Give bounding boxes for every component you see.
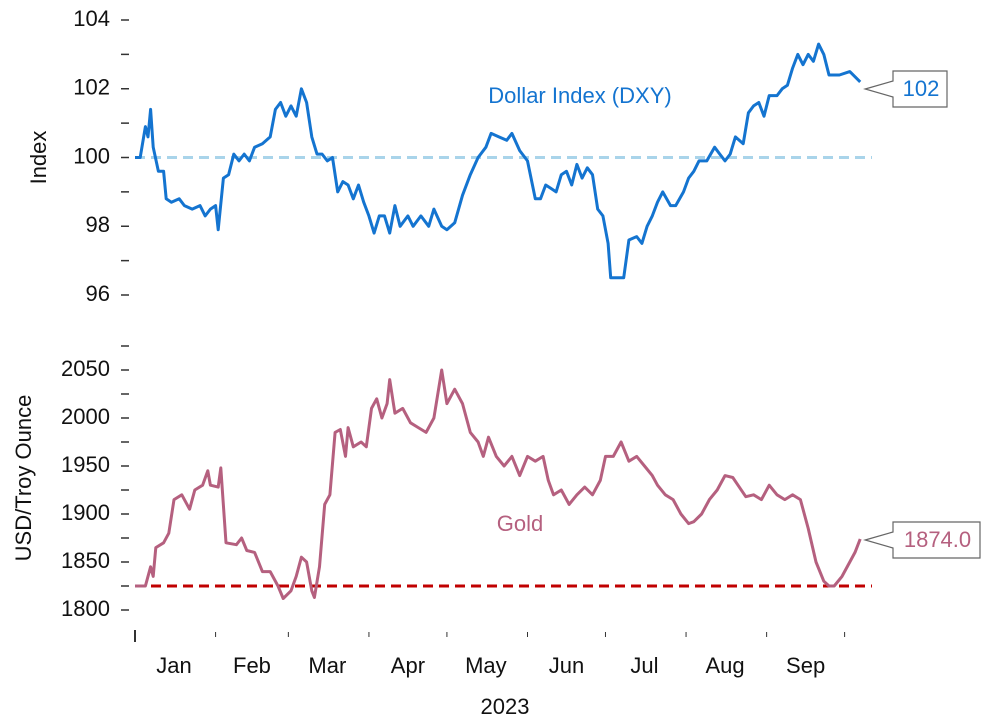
end-label: 1874.0 bbox=[904, 527, 971, 552]
x-axis-label: 2023 bbox=[481, 694, 530, 719]
callout-box bbox=[863, 521, 981, 559]
x-tick-label: Jul bbox=[630, 653, 658, 678]
x-tick-label: Sep bbox=[786, 653, 825, 678]
x-tick-label: Apr bbox=[391, 653, 425, 678]
x-tick-label: Aug bbox=[705, 653, 744, 678]
y-tick-label: 1900 bbox=[61, 500, 110, 525]
end-label: 102 bbox=[903, 76, 940, 101]
data-line bbox=[135, 42, 862, 280]
x-tick-label: Jan bbox=[156, 653, 191, 678]
y-tick-label: 2000 bbox=[61, 404, 110, 429]
y-tick-label: 96 bbox=[86, 281, 110, 306]
series-label: Gold bbox=[497, 511, 543, 536]
x-tick-label: Feb bbox=[233, 653, 271, 678]
y-axis-label: USD/Troy Ounce bbox=[11, 395, 36, 562]
series-label: Dollar Index (DXY) bbox=[488, 83, 671, 108]
y-tick-label: 2050 bbox=[61, 356, 110, 381]
x-tick-label: Jun bbox=[549, 653, 584, 678]
y-axis-label: Index bbox=[26, 131, 51, 185]
y-tick-label: 1950 bbox=[61, 452, 110, 477]
x-tick-label: May bbox=[465, 653, 507, 678]
callout-box bbox=[863, 70, 948, 108]
y-tick-label: 100 bbox=[73, 143, 110, 168]
y-tick-label: 1850 bbox=[61, 548, 110, 573]
y-tick-label: 104 bbox=[73, 6, 110, 31]
y-tick-label: 1800 bbox=[61, 596, 110, 621]
y-tick-label: 102 bbox=[73, 75, 110, 100]
data-line bbox=[135, 368, 862, 600]
x-tick-label: Mar bbox=[308, 653, 346, 678]
y-tick-label: 98 bbox=[86, 212, 110, 237]
